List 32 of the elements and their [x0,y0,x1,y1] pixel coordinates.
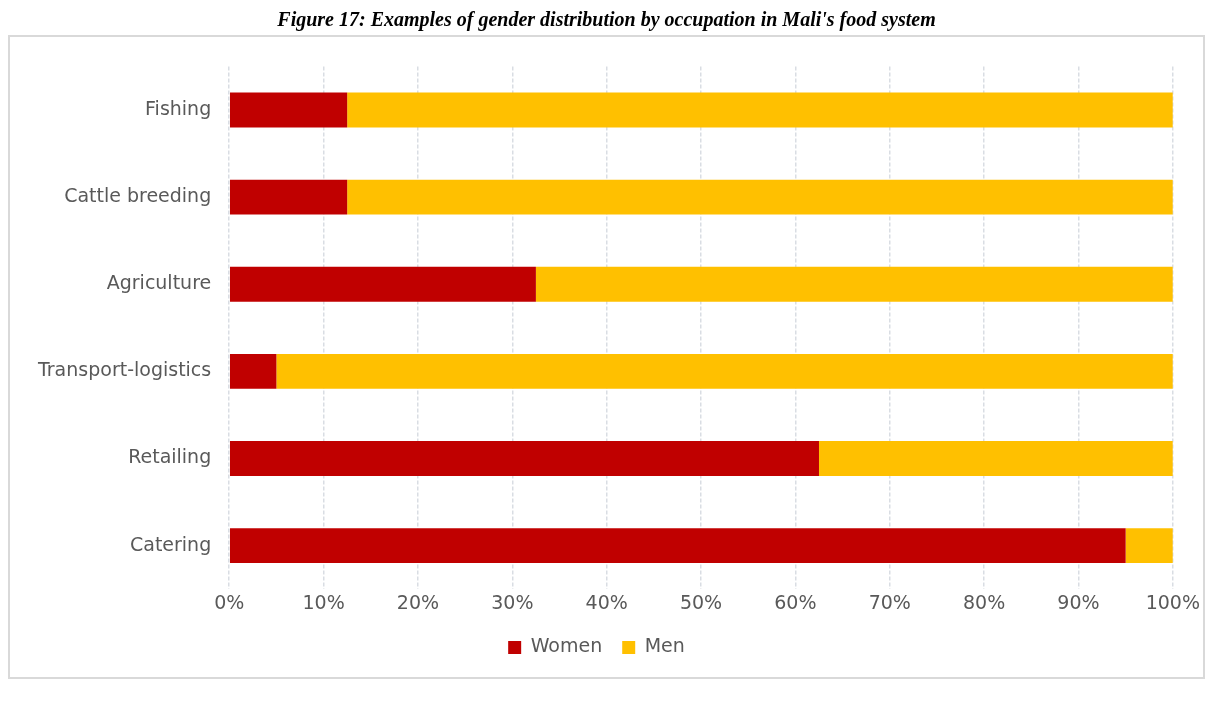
bar [535,266,1173,302]
x-tick-label: 100% [1145,590,1200,613]
bar [347,179,1173,215]
x-tick-label: 40% [585,590,628,613]
bar [818,441,1173,476]
bar [276,353,1173,389]
legend-label: Women [530,634,603,657]
bar [229,441,819,476]
x-tick-label: 50% [679,590,723,613]
y-tick-label: Transport-logistics [36,358,212,381]
bar [229,266,536,302]
bar [229,353,277,389]
bar [347,92,1173,128]
legend-label: Men [644,634,685,657]
x-tick-label: 20% [396,590,440,613]
x-tick-label: 30% [491,590,534,613]
bar [229,92,348,128]
x-tick-label: 10% [302,590,345,613]
bar [1125,528,1173,564]
bar [229,179,348,215]
y-tick-label: Catering [129,532,212,555]
y-tick-label: Fishing [145,96,212,119]
x-tick-label: 90% [1057,590,1100,613]
x-tick-label: 70% [868,590,911,613]
y-tick-label: Agriculture [106,271,212,294]
x-tick-label: 60% [774,590,817,613]
x-tick-label: 80% [963,590,1006,613]
y-tick-label: Retailing [128,445,212,468]
bar [229,528,1126,564]
x-tick-label: 0% [214,590,245,613]
chart-title: Figure 17: Examples of gender distribution by occupation in Mali's food system [276,8,937,31]
y-tick-label: Cattle breeding [64,184,212,207]
